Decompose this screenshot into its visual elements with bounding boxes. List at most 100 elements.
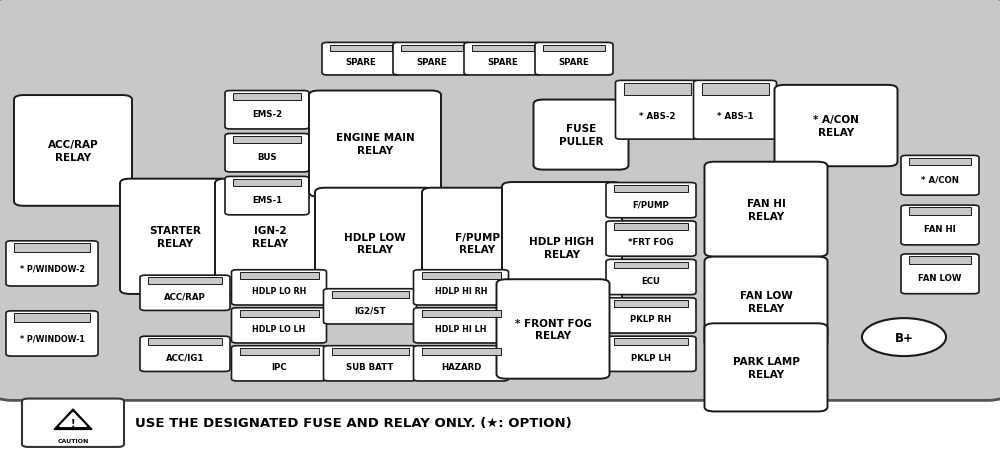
- FancyBboxPatch shape: [309, 91, 441, 198]
- FancyBboxPatch shape: [0, 0, 1000, 400]
- Bar: [614, 262, 688, 269]
- Text: ACC/IG1: ACC/IG1: [166, 353, 204, 362]
- Text: HDLP HI RH: HDLP HI RH: [435, 287, 487, 295]
- FancyBboxPatch shape: [14, 96, 132, 207]
- Bar: [401, 46, 463, 52]
- FancyBboxPatch shape: [606, 183, 696, 218]
- FancyBboxPatch shape: [232, 346, 326, 381]
- FancyBboxPatch shape: [324, 346, 416, 381]
- Text: * A/CON
RELAY: * A/CON RELAY: [813, 115, 859, 138]
- Text: HAZARD: HAZARD: [441, 363, 481, 371]
- FancyBboxPatch shape: [606, 221, 696, 257]
- Text: PKLP LH: PKLP LH: [631, 353, 671, 362]
- Text: FAN LOW: FAN LOW: [918, 274, 962, 283]
- Text: * ABS-2: * ABS-2: [639, 112, 675, 121]
- Text: FAN HI: FAN HI: [924, 225, 956, 234]
- Text: IPC: IPC: [271, 363, 287, 371]
- Bar: [909, 158, 971, 166]
- Text: F/PUMP
RELAY: F/PUMP RELAY: [454, 232, 500, 255]
- FancyBboxPatch shape: [901, 254, 979, 294]
- Bar: [233, 136, 301, 144]
- FancyBboxPatch shape: [324, 289, 416, 324]
- Text: IG2/ST: IG2/ST: [354, 306, 386, 314]
- Bar: [332, 291, 409, 298]
- Bar: [240, 348, 318, 355]
- FancyBboxPatch shape: [393, 43, 471, 76]
- FancyBboxPatch shape: [606, 260, 696, 295]
- Bar: [614, 300, 688, 307]
- Bar: [422, 348, 501, 355]
- Text: SPARE: SPARE: [417, 58, 447, 67]
- Bar: [332, 348, 409, 355]
- FancyBboxPatch shape: [901, 206, 979, 245]
- Bar: [543, 46, 605, 52]
- Text: HDLP LO RH: HDLP LO RH: [252, 287, 306, 295]
- FancyBboxPatch shape: [414, 270, 509, 305]
- FancyBboxPatch shape: [414, 308, 509, 343]
- Text: FUSE
PULLER: FUSE PULLER: [559, 124, 603, 147]
- Text: ENGINE MAIN
RELAY: ENGINE MAIN RELAY: [336, 133, 414, 156]
- FancyBboxPatch shape: [774, 86, 898, 167]
- Text: * A/CON: * A/CON: [921, 175, 959, 184]
- Bar: [330, 46, 392, 52]
- Bar: [614, 185, 688, 192]
- Text: SPARE: SPARE: [346, 58, 376, 67]
- Bar: [148, 278, 222, 285]
- FancyBboxPatch shape: [225, 177, 309, 216]
- FancyBboxPatch shape: [140, 336, 230, 372]
- Text: SPARE: SPARE: [559, 58, 589, 67]
- FancyBboxPatch shape: [606, 298, 696, 333]
- Text: BUS: BUS: [257, 152, 277, 161]
- Text: ACC/RAP
RELAY: ACC/RAP RELAY: [48, 140, 98, 162]
- Text: PKLP RH: PKLP RH: [630, 315, 672, 323]
- Text: ECU: ECU: [642, 276, 660, 285]
- FancyBboxPatch shape: [6, 241, 98, 286]
- FancyBboxPatch shape: [422, 189, 532, 299]
- FancyBboxPatch shape: [606, 336, 696, 372]
- Bar: [624, 83, 690, 95]
- Bar: [148, 339, 222, 345]
- Text: USE THE DESIGNATED FUSE AND RELAY ONLY. (★: OPTION): USE THE DESIGNATED FUSE AND RELAY ONLY. …: [135, 417, 572, 429]
- FancyBboxPatch shape: [502, 183, 622, 313]
- FancyBboxPatch shape: [315, 189, 435, 299]
- Text: FAN LOW
RELAY: FAN LOW RELAY: [740, 291, 792, 313]
- Bar: [233, 94, 301, 101]
- Text: HDLP HIGH
RELAY: HDLP HIGH RELAY: [529, 237, 595, 259]
- Text: PARK LAMP
RELAY: PARK LAMP RELAY: [733, 356, 799, 379]
- Bar: [909, 208, 971, 216]
- FancyBboxPatch shape: [414, 346, 509, 381]
- Bar: [472, 46, 534, 52]
- Bar: [240, 310, 318, 317]
- Text: HDLP LO LH: HDLP LO LH: [252, 325, 306, 333]
- FancyBboxPatch shape: [497, 280, 610, 379]
- Bar: [240, 272, 318, 279]
- Text: HDLP HI LH: HDLP HI LH: [435, 325, 487, 333]
- FancyBboxPatch shape: [225, 91, 309, 130]
- Bar: [614, 224, 688, 230]
- Polygon shape: [60, 413, 86, 427]
- Bar: [14, 244, 90, 253]
- Text: B+: B+: [895, 331, 913, 344]
- Text: ACC/RAP: ACC/RAP: [164, 292, 206, 301]
- Bar: [233, 179, 301, 187]
- Text: IGN-2
RELAY: IGN-2 RELAY: [252, 226, 288, 248]
- Text: STARTER
RELAY: STARTER RELAY: [149, 226, 201, 248]
- FancyBboxPatch shape: [6, 311, 98, 356]
- Text: EMS-2: EMS-2: [252, 110, 282, 119]
- FancyBboxPatch shape: [694, 81, 776, 140]
- FancyBboxPatch shape: [22, 399, 124, 447]
- Text: SPARE: SPARE: [488, 58, 518, 67]
- FancyBboxPatch shape: [464, 43, 542, 76]
- Text: !: !: [71, 418, 75, 428]
- Text: F/PUMP: F/PUMP: [633, 200, 669, 208]
- FancyBboxPatch shape: [616, 81, 698, 140]
- Text: HDLP LOW
RELAY: HDLP LOW RELAY: [344, 232, 406, 255]
- Bar: [909, 257, 971, 264]
- Bar: [614, 339, 688, 345]
- FancyBboxPatch shape: [534, 100, 629, 170]
- Text: FAN HI
RELAY: FAN HI RELAY: [747, 198, 785, 221]
- Text: *FRT FOG: *FRT FOG: [628, 238, 674, 247]
- FancyBboxPatch shape: [232, 270, 326, 305]
- Text: CAUTION: CAUTION: [57, 437, 89, 443]
- Text: * ABS-1: * ABS-1: [717, 112, 753, 121]
